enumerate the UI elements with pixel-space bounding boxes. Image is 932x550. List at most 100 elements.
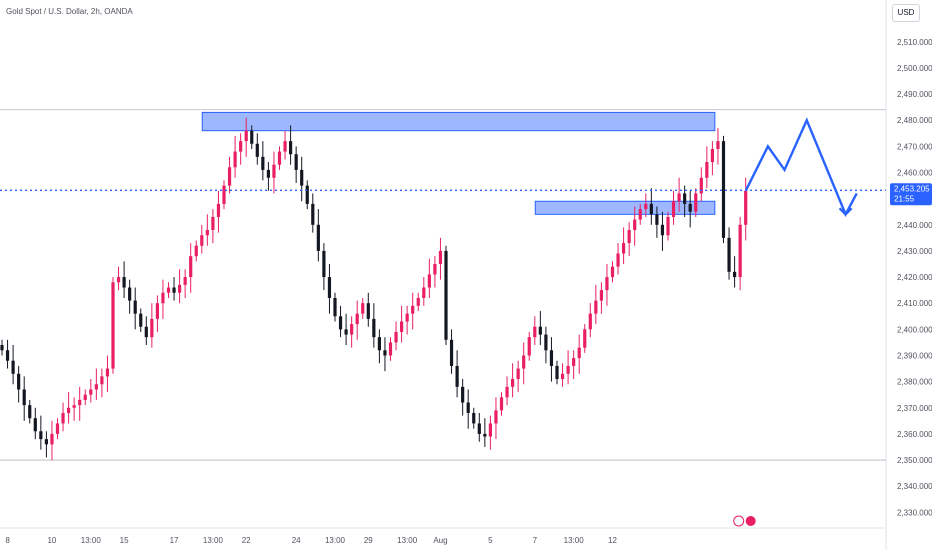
- candle-body: [172, 287, 176, 293]
- projection-path[interactable]: [744, 117, 858, 218]
- y-tick-label: 2,330.000: [897, 508, 932, 517]
- candle-body: [560, 373, 565, 380]
- candle-body: [455, 365, 459, 387]
- candle-body: [277, 151, 282, 165]
- candle-body: [394, 331, 398, 343]
- candle-body: [261, 156, 265, 170]
- candle-body: [605, 277, 609, 291]
- candle-body: [655, 214, 659, 225]
- candle-body: [533, 326, 537, 338]
- x-tick-label: 13:00: [81, 536, 102, 545]
- y-tick-label: 2,370.000: [897, 404, 932, 413]
- candle-body: [461, 386, 465, 403]
- x-tick-label: 13:00: [564, 536, 585, 545]
- candle-body: [627, 230, 631, 244]
- y-tick-label: 2,410.000: [897, 299, 932, 308]
- candle-body: [338, 316, 343, 330]
- x-tick-label: 17: [170, 536, 179, 545]
- candle-body: [549, 350, 554, 366]
- candle-body: [511, 379, 515, 387]
- x-tick-label: 8: [5, 536, 10, 545]
- x-tick-label: 13:00: [397, 536, 418, 545]
- candle-body: [194, 245, 198, 257]
- candle-body: [0, 345, 4, 351]
- y-tick-label: 2,380.000: [897, 378, 932, 387]
- candle-body: [316, 224, 320, 251]
- candle-body: [189, 256, 193, 278]
- candle-body: [555, 365, 559, 380]
- projection-arrowhead: [838, 207, 853, 217]
- candle-body: [33, 418, 37, 432]
- candle-body: [28, 405, 32, 419]
- candle-body: [383, 350, 387, 356]
- candle-body: [466, 402, 470, 413]
- candle-body: [211, 216, 215, 231]
- candle-body: [588, 313, 592, 330]
- candle-body: [522, 355, 526, 369]
- x-tick-label: 13:00: [325, 536, 346, 545]
- candle-body: [472, 412, 476, 424]
- candle-body: [61, 412, 65, 424]
- candle-body: [699, 177, 703, 194]
- candle-body: [5, 350, 10, 361]
- candle-body: [178, 284, 182, 293]
- candle-body: [744, 190, 748, 225]
- candle-body: [350, 324, 354, 335]
- candle-body: [327, 277, 332, 298]
- event-flash-icon[interactable]: [733, 515, 745, 527]
- candle-body: [566, 365, 570, 374]
- candle-body: [716, 141, 720, 149]
- candle-body: [666, 216, 670, 236]
- candle-body: [444, 250, 448, 340]
- x-tick-label: 5: [488, 536, 493, 545]
- candle-body: [416, 297, 420, 306]
- candle-body: [128, 287, 132, 301]
- candle-body: [144, 326, 148, 338]
- zone-rectangle-0[interactable]: [201, 111, 716, 132]
- y-tick-label: 2,360.000: [897, 430, 932, 439]
- candle-body: [50, 433, 54, 445]
- candle-body: [233, 151, 237, 168]
- candle-body: [283, 141, 287, 152]
- candle-body: [133, 300, 137, 314]
- candle-body: [660, 224, 665, 236]
- candle-body: [388, 342, 393, 356]
- candle-body: [449, 339, 454, 366]
- candle-body: [94, 384, 98, 390]
- candle-body: [333, 297, 337, 317]
- candle-body: [255, 143, 259, 157]
- candle-body: [622, 243, 626, 254]
- candle-body: [17, 373, 21, 390]
- candle-body: [527, 337, 531, 356]
- candle-body: [216, 203, 221, 217]
- candle-body: [311, 203, 315, 225]
- candle-body: [738, 224, 742, 278]
- candle-body: [638, 209, 642, 220]
- candle-body: [705, 162, 709, 178]
- y-tick-label: 2,430.000: [897, 247, 932, 256]
- candle-body: [105, 368, 110, 377]
- candle-body: [183, 277, 187, 285]
- candle-body: [671, 201, 676, 217]
- candle-body: [161, 292, 165, 304]
- candle-body: [294, 154, 298, 170]
- candle-body: [721, 141, 726, 238]
- candle-body: [694, 193, 698, 212]
- candle-body: [344, 329, 348, 335]
- us-flag-icon[interactable]: [745, 516, 756, 526]
- currency-button[interactable]: USD: [892, 4, 920, 22]
- candle-body: [710, 148, 714, 163]
- candle-body: [400, 321, 404, 332]
- candle-body: [122, 277, 126, 288]
- candle-body: [205, 230, 209, 236]
- candle-body: [610, 266, 615, 278]
- candle-body: [633, 219, 637, 231]
- candle-body: [266, 169, 270, 178]
- candle-body: [372, 318, 376, 338]
- y-tick-label: 2,510.000: [897, 38, 932, 47]
- candle-body: [244, 130, 248, 142]
- zone-rectangle-1[interactable]: [534, 200, 716, 215]
- price-label-countdown: 21:55: [894, 194, 915, 203]
- candle-body: [427, 274, 431, 288]
